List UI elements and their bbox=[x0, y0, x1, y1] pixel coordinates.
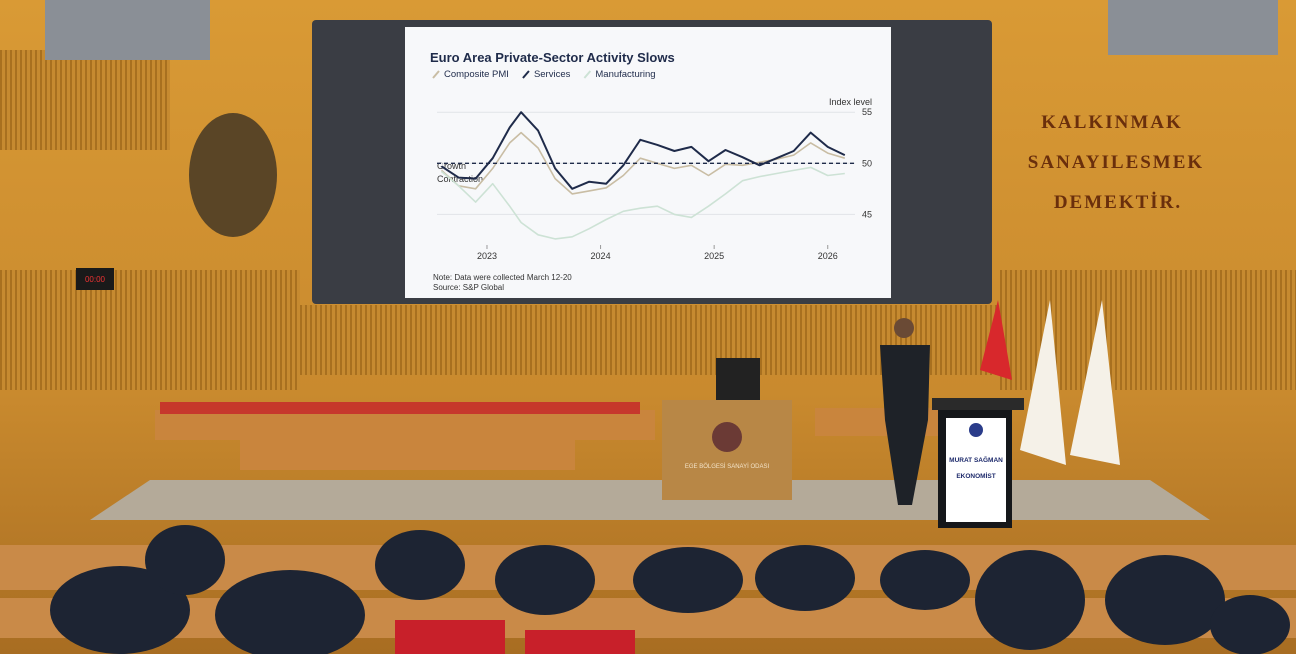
chairs bbox=[160, 402, 640, 414]
speaker-head bbox=[894, 318, 914, 338]
legend-label: Manufacturing bbox=[595, 69, 655, 80]
audience-desk bbox=[0, 598, 1296, 638]
person bbox=[1210, 595, 1290, 654]
y-tick-label: 45 bbox=[862, 209, 872, 219]
podium-logo bbox=[712, 422, 742, 452]
chair bbox=[716, 358, 760, 403]
stage bbox=[90, 480, 1210, 520]
person bbox=[495, 545, 595, 615]
desk bbox=[240, 430, 575, 470]
legend-label: Services bbox=[534, 69, 571, 80]
nameplate-name: MURAT SAĞMAN bbox=[949, 455, 1003, 464]
slide-note: Note: Data were collected March 12-20 bbox=[433, 273, 572, 282]
ceiling-vent bbox=[45, 0, 210, 60]
ceiling-vent bbox=[1108, 0, 1278, 55]
slide-title: Euro Area Private-Sector Activity Slows bbox=[430, 50, 675, 65]
x-tick-label: 2026 bbox=[818, 251, 838, 261]
person bbox=[880, 550, 970, 610]
chair bbox=[395, 620, 505, 654]
legend-label: Composite PMI bbox=[444, 69, 509, 80]
page: 00:00 KALKINMAK SANAYILESMEK DEMEKTİR. E… bbox=[0, 0, 1296, 654]
growth-label: Growth bbox=[437, 161, 466, 171]
person bbox=[755, 545, 855, 611]
bust bbox=[189, 113, 277, 237]
nameplate-title: EKONOMİST bbox=[956, 472, 995, 480]
person bbox=[145, 525, 225, 595]
person bbox=[975, 550, 1085, 650]
wall-line: DEMEKTİR. bbox=[1054, 192, 1182, 213]
chair bbox=[525, 630, 635, 654]
x-tick-label: 2025 bbox=[704, 251, 724, 261]
person bbox=[1105, 555, 1225, 645]
wall-panel bbox=[0, 50, 170, 150]
y-axis-label: Index level bbox=[829, 97, 872, 107]
x-tick-label: 2023 bbox=[477, 251, 497, 261]
slide-source: Source: S&P Global bbox=[433, 283, 504, 292]
person bbox=[375, 530, 465, 600]
scene: 00:00 KALKINMAK SANAYILESMEK DEMEKTİR. E… bbox=[0, 0, 1296, 654]
y-tick-label: 55 bbox=[862, 107, 872, 117]
lectern-top bbox=[932, 398, 1024, 410]
y-tick-label: 50 bbox=[862, 158, 872, 168]
person bbox=[633, 547, 743, 613]
x-tick-label: 2024 bbox=[591, 251, 611, 261]
wall-panel bbox=[0, 270, 300, 390]
nameplate-logo bbox=[969, 423, 983, 437]
wall-line: SANAYILESMEK bbox=[1028, 152, 1204, 173]
clock-text: 00:00 bbox=[85, 275, 106, 284]
podium-label: EGE BÖLGESİ SANAYİ ODASI bbox=[685, 463, 770, 470]
wall-line: KALKINMAK bbox=[1041, 112, 1183, 133]
